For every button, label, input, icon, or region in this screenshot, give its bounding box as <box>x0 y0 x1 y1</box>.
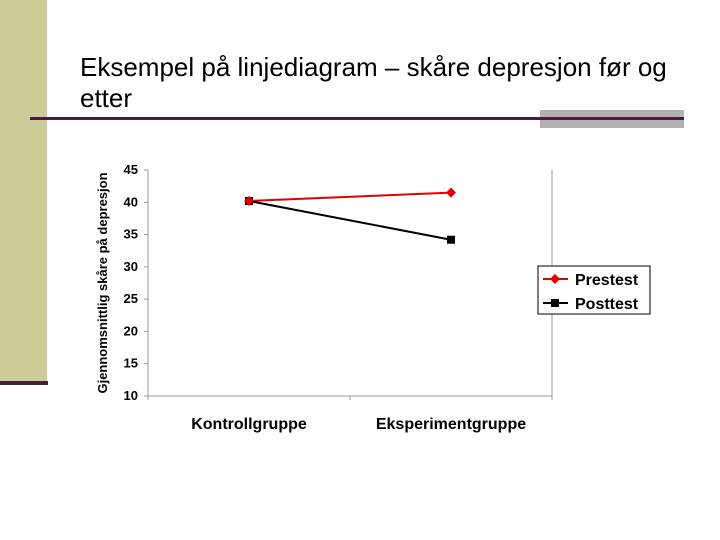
data-point-prestest <box>244 195 254 206</box>
series-line-posttest <box>248 200 452 241</box>
x-tick-group: Kontrollgruppe Eksperimentgruppe <box>147 396 553 433</box>
decorative-side-rule <box>0 381 48 385</box>
y-axis-label: Gjennomsnittlig skåre på depresjon <box>95 172 110 393</box>
data-point-posttest <box>447 235 455 244</box>
slide-title: Eksempel på linjediagram – skåre depresj… <box>80 52 667 113</box>
x-tick-label: Eksperimentgruppe <box>376 416 526 433</box>
y-tick-label: 15 <box>124 356 138 371</box>
y-tick-label: 40 <box>124 194 138 209</box>
legend-marker-prestest <box>550 274 560 284</box>
y-tick-group: 10 15 20 25 30 35 40 45 <box>124 162 148 403</box>
legend-label-prestest: Prestest <box>575 272 639 289</box>
y-tick-label: 35 <box>124 227 138 242</box>
x-tick-label: Kontrollgruppe <box>191 416 307 433</box>
y-tick-label: 10 <box>124 388 138 403</box>
legend: Prestest Posttest <box>537 265 651 315</box>
plot-area <box>147 170 553 397</box>
legend-marker-posttest <box>551 299 559 307</box>
series-group <box>244 187 456 244</box>
series-line-prestest <box>248 191 452 202</box>
y-tick-label: 25 <box>124 291 138 306</box>
legend-label-posttest: Posttest <box>575 296 639 313</box>
data-point-prestest <box>446 187 456 198</box>
title-rule <box>30 117 684 120</box>
decorative-side-bar <box>0 0 47 383</box>
y-tick-label: 45 <box>124 162 138 177</box>
legend-items: Prestest Posttest <box>543 272 639 313</box>
y-tick-label: 30 <box>124 259 138 274</box>
y-tick-label: 20 <box>124 323 138 338</box>
